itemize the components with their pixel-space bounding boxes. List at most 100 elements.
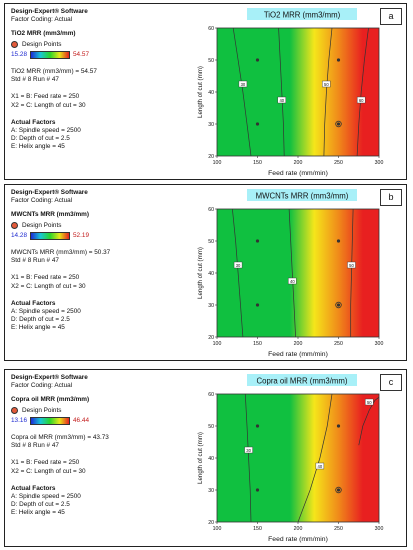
contour-line <box>323 27 333 157</box>
contour-label: 30 <box>246 448 251 453</box>
plot-area <box>216 208 380 338</box>
y-tick-label: 30 <box>208 303 214 309</box>
y-tick-label: 50 <box>208 239 214 245</box>
factor-a: A: Spindle speed = 2500 <box>11 493 81 501</box>
contour-line <box>358 396 380 446</box>
actual-factors-heading: Actual Factors <box>11 118 56 126</box>
panel-label: b <box>380 189 402 206</box>
prediction: TiO2 MRR (mm3/mm) = 54.57 <box>11 68 97 76</box>
x-tick-label: 200 <box>294 526 303 532</box>
actual-factors-heading: Actual Factors <box>11 484 56 492</box>
x-axis-label: Feed rate (mm/min) <box>268 170 328 177</box>
y-axis-label: Length of cut (mm) <box>197 432 204 484</box>
design-points-label: Design Points <box>22 40 62 48</box>
y-axis-label: Length of cut (mm) <box>197 66 204 118</box>
x-tick-label: 250 <box>334 160 343 166</box>
y-tick-label: 40 <box>208 271 214 277</box>
y-tick-label: 40 <box>208 456 214 462</box>
x-tick-label: 300 <box>375 160 384 166</box>
x-tick-label: 100 <box>213 160 222 166</box>
chart-title: MWCNTs MRR (mm3/mm) <box>256 192 349 201</box>
design-point <box>336 424 341 428</box>
design-point <box>255 488 260 492</box>
x1-factor: X1 = B: Feed rate = 250 <box>11 93 80 101</box>
design-points-label: Design Points <box>22 221 62 229</box>
contour-label-box <box>244 446 253 454</box>
contour-label-box <box>315 462 325 470</box>
plot-area <box>216 393 380 523</box>
actual-factors-heading: Actual Factors <box>11 299 56 307</box>
x-tick-label: 300 <box>375 341 384 347</box>
color-scale: 14.28 52.19 <box>11 232 191 240</box>
design-point <box>255 122 260 126</box>
design-point-icon <box>11 407 18 415</box>
std-run: Std # 8 Run # 47 <box>11 257 59 265</box>
contour-label-box <box>322 80 331 88</box>
x2-factor: X2 = C: Length of cut = 30 <box>11 101 86 109</box>
range-low: 13.16 <box>11 416 27 424</box>
x1-factor: X1 = B: Feed rate = 250 <box>11 459 80 467</box>
contour-label-box <box>347 261 356 269</box>
contour-label-box <box>238 80 248 88</box>
contour-label-box <box>356 96 366 104</box>
contour-line <box>232 27 252 157</box>
contour-label: 40 <box>279 98 284 103</box>
range-low: 14.28 <box>11 231 27 239</box>
color-scale-bar <box>30 416 70 425</box>
y-tick-label: 20 <box>208 154 214 160</box>
design-point <box>255 424 260 428</box>
x-tick-label: 250 <box>334 526 343 532</box>
factor-d: D: Depth of cut = 2.5 <box>11 135 70 143</box>
x-axis-label: Feed rate (mm/min) <box>268 351 328 358</box>
software-name: Design-Expert® Software <box>11 189 88 196</box>
chart-title-bg <box>247 189 357 201</box>
contour-label: 30 <box>241 82 246 87</box>
range-high: 46.44 <box>73 416 89 424</box>
panel-a: Design-Expert® Software Factor Coding: A… <box>4 3 407 180</box>
x-tick-label: 250 <box>334 341 343 347</box>
software-name: Design-Expert® Software <box>11 8 88 15</box>
factor-a: A: Spindle speed = 2500 <box>11 127 81 135</box>
design-point <box>255 58 260 62</box>
contour-label: 50 <box>367 400 372 405</box>
x-tick-label: 150 <box>253 526 262 532</box>
design-point-icon <box>11 222 18 230</box>
design-point <box>336 488 341 492</box>
color-scale-bar <box>30 50 70 59</box>
y-tick-label: 60 <box>208 392 214 398</box>
design-points-legend: Design Points <box>11 41 191 49</box>
design-point <box>336 303 341 307</box>
factor-a: A: Spindle speed = 2500 <box>11 308 81 316</box>
contour-plot: MWCNTs MRR (mm3/mm) 30 40 50 100 150 200 250 300… <box>197 189 384 358</box>
factor-e: E: Helix angle = 45 <box>11 143 65 151</box>
contour-label: 40 <box>318 464 323 469</box>
y-tick-label: 50 <box>208 58 214 64</box>
contour-line <box>232 208 244 338</box>
info-block: Design-Expert® Software Factor Coding: A… <box>11 374 191 518</box>
contour-line <box>244 393 252 523</box>
panel-c: Design-Expert® Software Factor Coding: A… <box>4 369 407 547</box>
range-high: 54.57 <box>73 50 89 58</box>
prediction: Copra oil MRR (mm3/mm) = 43.73 <box>11 434 109 442</box>
x2-factor: X2 = C: Length of cut = 30 <box>11 282 86 290</box>
design-point <box>336 58 341 62</box>
design-point <box>255 303 260 307</box>
contour-line <box>278 27 285 157</box>
highlight-point <box>335 486 342 494</box>
contour-line <box>350 208 354 337</box>
y-tick-label: 60 <box>208 26 214 32</box>
x-tick-label: 200 <box>294 341 303 347</box>
y-tick-label: 30 <box>208 122 214 128</box>
contour-label: 40 <box>290 279 295 284</box>
factor-coding: Factor Coding: Actual <box>11 16 73 24</box>
contour-label-box <box>365 398 374 406</box>
chart-title-bg <box>247 8 357 20</box>
contour-line <box>356 27 369 157</box>
contour-label-box <box>277 96 287 104</box>
x-tick-label: 200 <box>294 160 303 166</box>
contour-line <box>288 208 296 338</box>
response-name: Copra oil MRR (mm3/mm) <box>11 396 90 404</box>
panel-label: a <box>380 8 402 25</box>
x-tick-label: 300 <box>375 526 384 532</box>
color-scale: 13.16 46.44 <box>11 417 191 425</box>
